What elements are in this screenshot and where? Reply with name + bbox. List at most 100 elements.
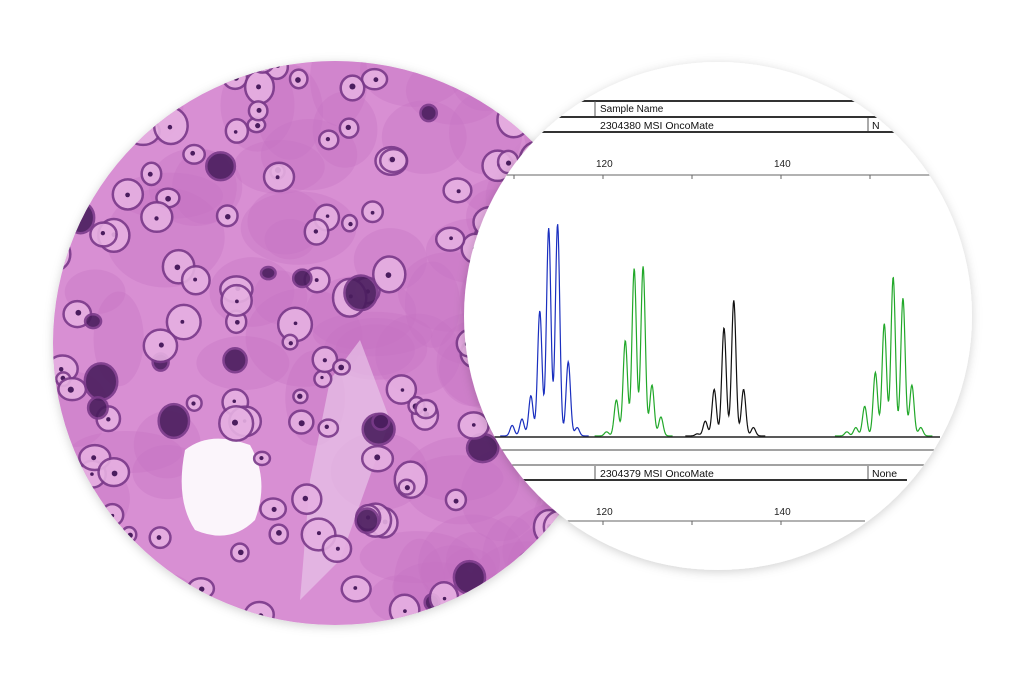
nucleus (222, 347, 248, 374)
nucleolus (295, 77, 301, 83)
sample-name-top: 2304380 MSI OncoMate (600, 120, 714, 132)
nucleolus (101, 113, 107, 120)
nucleolus (147, 171, 153, 177)
sample-name-bottom: 2304379 MSI OncoMate (600, 468, 714, 480)
nucleolus (191, 401, 196, 406)
nucleolus (510, 117, 517, 124)
nucleolus (325, 214, 330, 218)
nucleus (533, 61, 552, 78)
nucleus (452, 559, 487, 596)
nucleolus (348, 221, 353, 227)
nucleolus (403, 609, 407, 613)
status-top: N (872, 120, 880, 132)
nucleolus (258, 613, 264, 619)
nucleus (53, 122, 79, 152)
nucleolus (373, 77, 379, 83)
peak-series-1 (594, 266, 673, 437)
nucleolus (335, 546, 340, 551)
cytoplasm-region (93, 291, 144, 387)
nucleolus (110, 513, 115, 518)
nucleus (61, 529, 81, 549)
nucleus (354, 507, 380, 535)
nucleus (55, 539, 83, 562)
nucleus (63, 111, 85, 134)
nucleolus (167, 124, 173, 130)
nucleolus (91, 455, 97, 461)
nucleolus (271, 506, 277, 512)
nucleolus (174, 264, 181, 271)
nucleolus (526, 561, 532, 567)
nucleus (157, 402, 191, 440)
nucleolus (106, 417, 111, 422)
nucleolus (259, 61, 265, 62)
nucleolus (471, 423, 476, 427)
cytoplasm-region (375, 313, 461, 395)
cytoplasm-region (312, 311, 433, 357)
nucleolus (233, 74, 239, 81)
nucleolus (600, 605, 606, 611)
cytoplasm-region (53, 61, 141, 88)
nucleus (83, 362, 119, 402)
nucleolus (235, 299, 239, 304)
nucleus (130, 79, 157, 102)
nucleolus (256, 84, 262, 90)
nucleus (588, 544, 609, 562)
nucleus (90, 102, 116, 128)
nucleolus (560, 564, 565, 569)
cytoplasm-region (310, 61, 368, 127)
nucleolus (449, 236, 453, 241)
nucleolus (53, 251, 57, 256)
peak-series-3 (834, 276, 933, 437)
nucleolus (68, 536, 73, 541)
nucleolus (71, 118, 78, 125)
nucleus (86, 396, 109, 420)
nucleolus (102, 121, 107, 125)
nucleolus (594, 550, 601, 557)
nucleus (291, 268, 313, 289)
nucleolus (75, 309, 82, 316)
nucleolus (156, 535, 162, 540)
nucleolus (349, 83, 356, 90)
nucleus (551, 557, 575, 578)
cytoplasm-region (411, 455, 504, 502)
nucleolus (374, 454, 381, 461)
nucleolus (141, 87, 146, 93)
cytoplasm-region (68, 101, 125, 142)
nucleolus (320, 375, 324, 380)
nucleolus (456, 189, 461, 194)
nucleolus (275, 175, 280, 180)
nucleus (205, 151, 237, 182)
nucleolus (389, 156, 396, 163)
cytoplasm-region (264, 219, 315, 260)
nucleolus (288, 341, 293, 346)
nucleolus (193, 277, 198, 282)
nucleus (528, 563, 563, 601)
nucleolus (453, 498, 459, 504)
nucleolus (125, 192, 130, 198)
nucleolus (276, 530, 282, 536)
nucleolus (59, 135, 64, 139)
nucleolus (423, 407, 428, 412)
electropherogram-circle (464, 62, 972, 570)
nucleolus (199, 586, 205, 592)
nucleolus (298, 420, 305, 427)
nucleus (259, 265, 277, 281)
nucleolus (180, 319, 185, 324)
nucleus (343, 274, 379, 312)
axis-tick-140-bottom: 140 (774, 507, 791, 518)
nucleus (168, 61, 204, 82)
cytoplasm-region (359, 531, 474, 584)
nucleus (371, 412, 391, 431)
cytoplasm-region (53, 114, 90, 156)
nucleus (419, 103, 439, 123)
peak-traces (500, 223, 933, 437)
nucleus (539, 596, 562, 615)
nucleolus (225, 213, 231, 220)
nucleolus (313, 229, 319, 234)
cytoplasm-region (53, 558, 86, 612)
nucleolus (297, 393, 303, 399)
nucleolus (232, 399, 237, 404)
nucleolus (67, 386, 74, 393)
nucleus (516, 75, 538, 94)
